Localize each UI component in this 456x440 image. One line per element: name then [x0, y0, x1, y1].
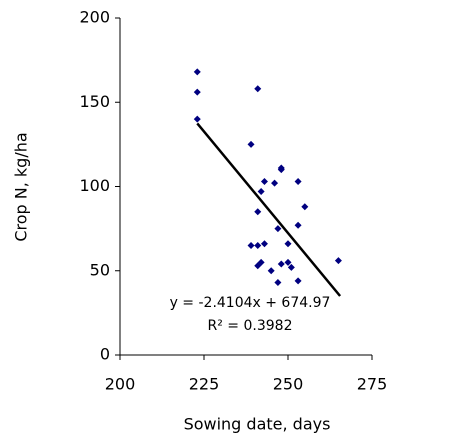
- point: [193, 88, 201, 96]
- x-tick-label: 250: [273, 375, 304, 394]
- point: [267, 267, 275, 275]
- point: [334, 257, 342, 265]
- point: [247, 140, 255, 148]
- point: [254, 208, 262, 216]
- y-axis-title: Crop N, kg/ha: [12, 132, 31, 241]
- point: [287, 263, 295, 271]
- point: [277, 166, 285, 174]
- point: [260, 177, 268, 185]
- point: [247, 241, 255, 249]
- trend-r2: R² = 0.3982: [208, 318, 293, 334]
- y-tick-label: 50: [90, 260, 110, 279]
- point: [284, 240, 292, 248]
- point: [274, 279, 282, 287]
- point: [301, 203, 309, 211]
- y-tick-label: 200: [79, 8, 110, 27]
- point: [277, 260, 285, 268]
- x-tick-label: 200: [105, 375, 136, 394]
- point: [271, 179, 279, 187]
- trend-equation: y = -2.4104x + 674.97: [170, 295, 331, 311]
- trendline: [196, 122, 342, 297]
- point: [294, 177, 302, 185]
- point: [193, 68, 201, 76]
- point: [284, 258, 292, 266]
- point: [257, 258, 265, 266]
- point: [257, 188, 265, 196]
- point: [294, 277, 302, 285]
- point: [260, 240, 268, 248]
- point: [254, 85, 262, 93]
- x-tick-label: 225: [189, 375, 220, 394]
- point: [294, 221, 302, 229]
- y-tick-label: 0: [100, 345, 110, 364]
- x-tick-label: 275: [357, 375, 388, 394]
- y-tick-label: 100: [79, 176, 110, 195]
- point: [274, 225, 282, 233]
- point: [254, 241, 262, 249]
- y-tick-label: 150: [79, 92, 110, 111]
- x-axis-title: Sowing date, days: [184, 415, 331, 434]
- point: [193, 115, 201, 123]
